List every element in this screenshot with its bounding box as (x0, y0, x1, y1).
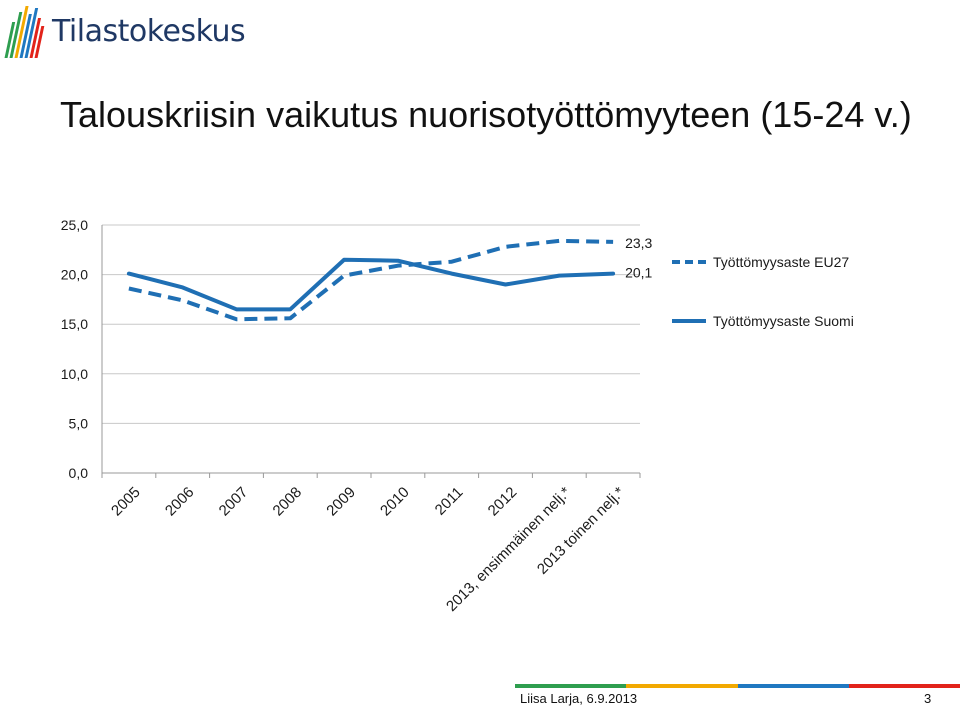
x-tick-label: 2007 (216, 484, 252, 520)
y-tick-label: 20,0 (61, 267, 88, 283)
footer-stripe (515, 684, 960, 688)
tilastokeskus-logo: Tilastokeskus (4, 4, 254, 60)
footer-stripe-red (848, 684, 960, 688)
x-tick-label: 2008 (270, 484, 306, 520)
footer-stripe-green (515, 684, 627, 688)
page-title: Talouskriisin vaikutus nuorisotyöttömyyt… (60, 94, 912, 135)
series-line-suomi (126, 257, 616, 312)
page-number: 3 (924, 691, 932, 706)
logo-bars-icon (4, 6, 45, 58)
y-tick-label: 25,0 (61, 217, 88, 233)
data-label: 20,1 (625, 265, 652, 281)
footer-author: Liisa Larja, 6.9.2013 (520, 691, 638, 706)
x-tick-label: 2006 (162, 484, 198, 520)
footer-stripe-yellow (626, 684, 738, 688)
y-tick-label: 5,0 (69, 415, 89, 431)
legend-label: Työttömyysaste Suomi (713, 313, 854, 329)
line-chart: 0,0 5,0 10,0 15,0 20,0 25,0 2005 2006 2007 2008 20… (61, 217, 854, 615)
logo-text: Tilastokeskus (52, 14, 246, 49)
x-tick-label: 2010 (377, 484, 413, 520)
y-tick-label: 10,0 (61, 366, 88, 382)
data-label: 23,3 (625, 235, 652, 251)
y-tick-label: 15,0 (61, 316, 88, 332)
y-tick-label: 0,0 (69, 465, 89, 481)
x-tick-label: 2005 (108, 484, 144, 520)
x-tick-label: 2009 (323, 484, 359, 520)
x-tick-label: 2011 (432, 484, 467, 519)
footer-stripe-blue (737, 684, 849, 688)
series-line-eu27 (128, 238, 614, 322)
legend-label: Työttömyysaste EU27 (713, 254, 849, 270)
x-tick-label: 2012 (485, 484, 521, 520)
